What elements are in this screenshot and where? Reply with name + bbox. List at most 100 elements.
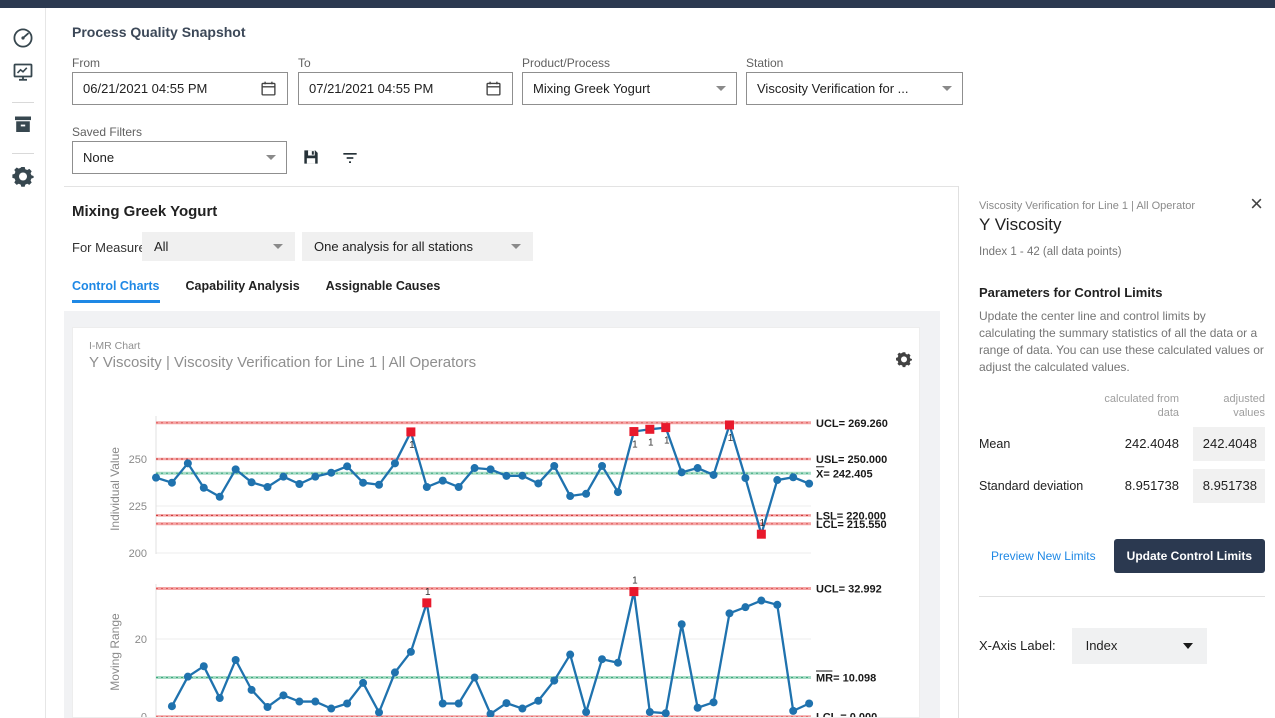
archive-box-icon: [11, 112, 35, 136]
svg-text:UCL= 32.992: UCL= 32.992: [816, 584, 882, 596]
chevron-down-icon: [1183, 643, 1193, 649]
chart-settings-button[interactable]: [895, 350, 915, 370]
xaxis-select[interactable]: Index: [1072, 628, 1207, 664]
analysis-mode-select[interactable]: One analysis for all stations: [302, 232, 533, 261]
chevron-down-icon: [266, 155, 276, 160]
control-limits-description: Update the center line and control limit…: [979, 308, 1265, 376]
calendar-icon: [485, 80, 502, 97]
moving-range-control-chart[interactable]: 020UCL= 32.992MR= 10.098LCL = 0.00011Mov…: [73, 576, 919, 717]
chevron-down-icon: [273, 244, 283, 249]
svg-text:Moving Range: Moving Range: [108, 613, 122, 691]
tab-capability-analysis[interactable]: Capability Analysis: [186, 279, 300, 303]
filter-icon: [340, 148, 360, 168]
sidebar-item-reports[interactable]: [11, 60, 35, 84]
left-nav-rail: [0, 8, 46, 718]
saved-filters-select[interactable]: None: [72, 141, 287, 174]
measure-value: All: [154, 239, 168, 254]
detail-panel: × Viscosity Verification for Line 1 | Al…: [958, 186, 1275, 718]
adjusted-column-header: adjusted values: [1193, 392, 1265, 421]
station-select[interactable]: Viscosity Verification for ...: [746, 72, 963, 105]
to-label: To: [298, 56, 311, 70]
filter-bar: Process Quality Snapshot From 06/21/2021…: [64, 8, 1275, 186]
stddev-adjusted-input[interactable]: 8.951738: [1193, 469, 1265, 503]
monitor-chart-icon: [11, 60, 35, 84]
svg-text:1: 1: [760, 518, 766, 529]
page-title: Process Quality Snapshot: [72, 24, 246, 40]
chart-type-label: I-MR Chart: [89, 340, 140, 352]
chevron-down-icon: [942, 86, 952, 91]
stddev-label: Standard deviation: [979, 479, 1099, 493]
individuals-control-chart[interactable]: 200225250UCL= 269.260USL= 250.000X= 242.…: [73, 406, 919, 576]
xaxis-value: Index: [1086, 638, 1118, 653]
mean-label: Mean: [979, 437, 1099, 451]
svg-text:1: 1: [664, 436, 670, 447]
svg-text:225: 225: [129, 501, 147, 513]
from-label: From: [72, 56, 100, 70]
svg-text:USL= 250.000: USL= 250.000: [816, 454, 887, 466]
svg-text:1: 1: [425, 587, 431, 598]
mean-adjusted-input[interactable]: 242.4048: [1193, 427, 1265, 461]
saved-filters-value: None: [83, 150, 114, 165]
update-control-limits-button[interactable]: Update Control Limits: [1114, 539, 1265, 573]
svg-text:1: 1: [409, 440, 415, 451]
gauge-icon: [11, 26, 35, 50]
gear-icon: [895, 350, 913, 368]
calculated-column-header: calculated from data: [1099, 392, 1179, 421]
from-date-input[interactable]: 06/21/2021 04:55 PM: [72, 72, 288, 105]
panel-subtitle: Viscosity Verification for Line 1 | All …: [979, 200, 1265, 212]
svg-text:LCL = 0.000: LCL = 0.000: [816, 712, 877, 717]
from-date-value: 06/21/2021 04:55 PM: [83, 81, 207, 96]
measure-select[interactable]: All: [142, 232, 295, 261]
save-icon: [301, 147, 321, 167]
app-window: Process Quality Snapshot From 06/21/2021…: [0, 0, 1275, 718]
mean-calculated-value: 242.4048: [1099, 436, 1179, 451]
sidebar-item-dashboard[interactable]: [11, 26, 35, 50]
filter-button[interactable]: [340, 148, 362, 170]
svg-text:200: 200: [129, 548, 147, 560]
chart-tabs: Control Charts Capability Analysis Assig…: [72, 279, 440, 303]
saved-filters-label: Saved Filters: [72, 125, 142, 139]
svg-text:UCL= 269.260: UCL= 269.260: [816, 418, 888, 430]
svg-text:Individual Value: Individual Value: [108, 447, 122, 531]
xaxis-label: X-Axis Label:: [979, 638, 1056, 653]
chart-title: Y Viscosity | Viscosity Verification for…: [89, 354, 476, 371]
control-limits-section-title: Parameters for Control Limits: [979, 285, 1265, 300]
svg-text:1: 1: [648, 437, 654, 448]
svg-text:MR= 10.098: MR= 10.098: [816, 672, 876, 684]
xaxis-setting-row: X-Axis Label: Index: [979, 628, 1265, 664]
sidebar-divider: [12, 153, 34, 154]
imr-chart-card: I-MR Chart Y Viscosity | Viscosity Verif…: [72, 327, 920, 718]
calendar-icon: [260, 80, 277, 97]
svg-text:0: 0: [141, 712, 147, 717]
svg-text:LCL= 215.550: LCL= 215.550: [816, 519, 887, 531]
station-label: Station: [746, 56, 783, 70]
top-app-bar: [0, 0, 1275, 8]
tab-control-charts[interactable]: Control Charts: [72, 279, 160, 303]
stddev-calculated-value: 8.951738: [1099, 478, 1179, 493]
to-date-input[interactable]: 07/21/2021 04:55 PM: [298, 72, 513, 105]
sidebar-divider: [12, 102, 34, 103]
table-row-stddev: Standard deviation 8.951738 8.951738: [979, 469, 1265, 503]
panel-divider: [979, 596, 1265, 597]
product-process-select[interactable]: Mixing Greek Yogurt: [522, 72, 737, 105]
station-value: Viscosity Verification for ...: [757, 81, 909, 96]
for-measure-label: For Measure:: [72, 240, 149, 255]
svg-text:1: 1: [728, 433, 734, 444]
panel-index-range: Index 1 - 42 (all data points): [979, 246, 1265, 258]
chevron-down-icon: [716, 86, 726, 91]
chevron-down-icon: [511, 244, 521, 249]
tab-assignable-causes[interactable]: Assignable Causes: [326, 279, 441, 303]
sidebar-item-data-archive[interactable]: [11, 112, 35, 136]
save-filter-button[interactable]: [301, 147, 323, 169]
panel-actions: Preview New Limits Update Control Limits: [979, 539, 1265, 573]
preview-new-limits-link[interactable]: Preview New Limits: [991, 549, 1096, 563]
sidebar-item-settings[interactable]: [11, 164, 35, 188]
svg-text:X= 242.405: X= 242.405: [816, 468, 873, 480]
parameters-table-header: calculated from data adjusted values: [979, 392, 1265, 421]
svg-text:1: 1: [632, 576, 638, 587]
table-row-mean: Mean 242.4048 242.4048: [979, 427, 1265, 461]
product-section-title: Mixing Greek Yogurt: [72, 203, 217, 220]
product-process-label: Product/Process: [522, 56, 610, 70]
product-process-value: Mixing Greek Yogurt: [533, 81, 650, 96]
to-date-value: 07/21/2021 04:55 PM: [309, 81, 433, 96]
